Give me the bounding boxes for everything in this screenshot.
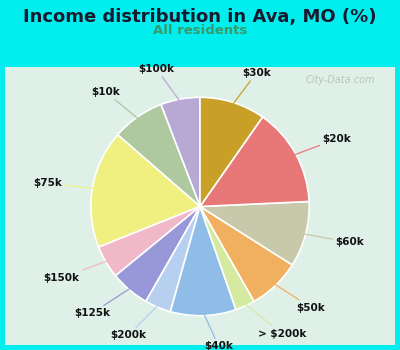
Text: $150k: $150k <box>44 260 109 282</box>
Wedge shape <box>91 135 200 247</box>
Wedge shape <box>116 206 200 301</box>
Wedge shape <box>200 202 309 265</box>
Wedge shape <box>118 105 200 206</box>
Wedge shape <box>170 206 236 316</box>
Text: $50k: $50k <box>273 283 325 313</box>
Text: All residents: All residents <box>153 24 247 37</box>
Text: $10k: $10k <box>91 87 139 120</box>
Text: $100k: $100k <box>138 64 181 102</box>
Wedge shape <box>200 206 254 310</box>
Wedge shape <box>200 97 262 206</box>
Text: $30k: $30k <box>232 68 271 105</box>
Text: $75k: $75k <box>33 178 96 189</box>
Text: $60k: $60k <box>302 234 364 247</box>
Wedge shape <box>200 206 292 301</box>
Text: $20k: $20k <box>293 134 351 155</box>
Text: Income distribution in Ava, MO (%): Income distribution in Ava, MO (%) <box>23 8 377 26</box>
Wedge shape <box>99 206 200 276</box>
Wedge shape <box>146 206 200 312</box>
Bar <box>5 67 395 345</box>
Text: City-Data.com: City-Data.com <box>305 75 375 85</box>
Text: $40k: $40k <box>203 312 233 350</box>
Text: $125k: $125k <box>74 287 132 318</box>
Text: $200k: $200k <box>110 304 159 341</box>
Wedge shape <box>161 97 200 206</box>
Wedge shape <box>200 117 309 206</box>
Text: > $200k: > $200k <box>244 303 306 339</box>
